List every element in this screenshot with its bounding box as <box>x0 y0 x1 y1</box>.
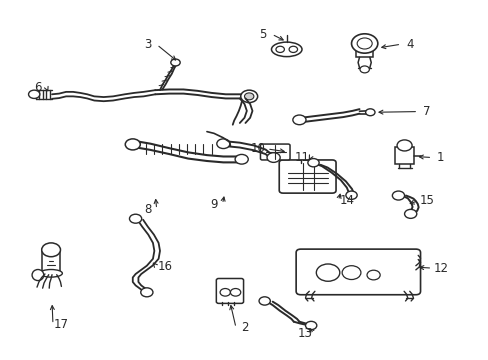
Circle shape <box>244 93 253 100</box>
Text: 14: 14 <box>339 194 354 207</box>
Circle shape <box>41 243 61 257</box>
Circle shape <box>220 288 230 296</box>
Circle shape <box>307 158 319 167</box>
Circle shape <box>235 154 248 164</box>
Ellipse shape <box>32 270 44 280</box>
Circle shape <box>356 38 371 49</box>
Bar <box>41 251 61 271</box>
Text: 5: 5 <box>259 28 266 41</box>
Circle shape <box>359 66 368 73</box>
Bar <box>394 147 414 165</box>
Circle shape <box>129 214 142 223</box>
Text: 1: 1 <box>436 151 444 164</box>
Circle shape <box>316 264 339 281</box>
Circle shape <box>342 266 360 279</box>
FancyBboxPatch shape <box>296 249 420 295</box>
Circle shape <box>366 270 379 280</box>
Circle shape <box>28 90 40 98</box>
Text: 11: 11 <box>294 151 308 164</box>
Circle shape <box>345 191 356 199</box>
Bar <box>355 44 372 57</box>
Circle shape <box>288 46 297 53</box>
Circle shape <box>141 288 153 297</box>
Text: 10: 10 <box>251 143 265 156</box>
Text: 16: 16 <box>157 260 172 273</box>
Text: 13: 13 <box>298 327 312 340</box>
Text: 17: 17 <box>54 318 69 331</box>
Circle shape <box>230 288 240 296</box>
Circle shape <box>351 34 377 53</box>
FancyBboxPatch shape <box>216 279 243 303</box>
Circle shape <box>292 115 305 125</box>
Ellipse shape <box>40 270 62 277</box>
Text: 2: 2 <box>240 321 248 334</box>
Circle shape <box>391 191 404 200</box>
Ellipse shape <box>271 42 302 57</box>
Text: 6: 6 <box>34 81 41 94</box>
Text: 3: 3 <box>144 38 152 51</box>
Circle shape <box>125 139 140 150</box>
Circle shape <box>216 139 229 149</box>
FancyBboxPatch shape <box>279 160 335 193</box>
Text: 15: 15 <box>418 194 433 207</box>
Circle shape <box>305 321 316 330</box>
Text: 12: 12 <box>432 262 447 275</box>
Circle shape <box>396 140 411 151</box>
Text: 9: 9 <box>210 198 217 211</box>
Circle shape <box>240 90 257 103</box>
Circle shape <box>170 59 180 66</box>
Text: 7: 7 <box>422 105 429 118</box>
Circle shape <box>266 153 280 162</box>
FancyBboxPatch shape <box>260 144 289 160</box>
Circle shape <box>365 109 374 116</box>
Text: 4: 4 <box>405 38 413 51</box>
Circle shape <box>259 297 270 305</box>
Text: 8: 8 <box>144 203 152 216</box>
Circle shape <box>404 210 416 219</box>
Circle shape <box>275 46 284 53</box>
